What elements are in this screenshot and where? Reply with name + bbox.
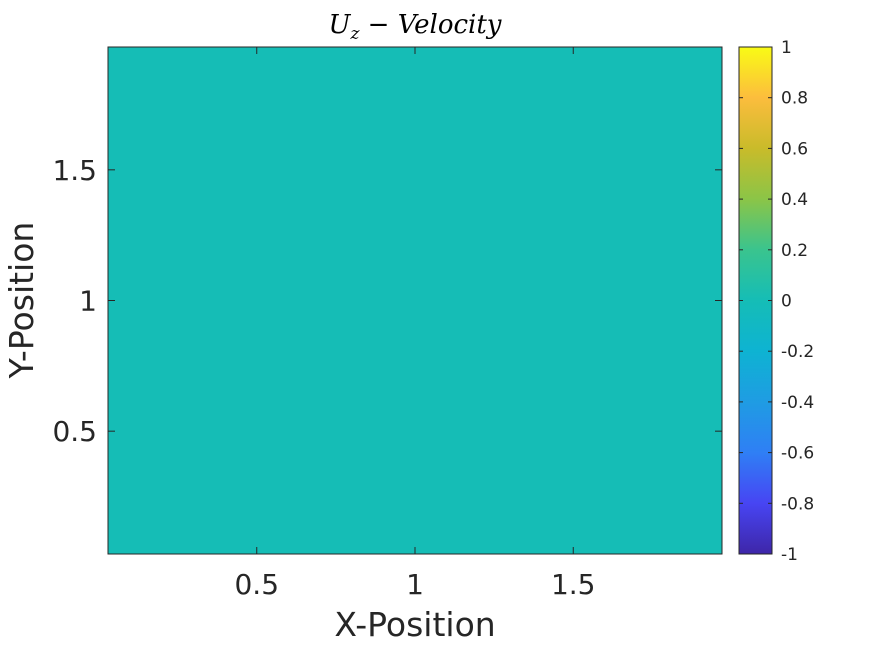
y-tick-label: 0.5 (52, 415, 97, 448)
x-axis-ticks: 0.5 1 1.5 (234, 47, 596, 601)
colorbar-tick-label: -0.2 (781, 342, 814, 362)
chart-title-rest: − Velocity (359, 10, 501, 40)
heatmap-field (108, 47, 722, 554)
colorbar-tick-label: -0.8 (781, 494, 814, 514)
colorbar-ticks: -1 -0.8 -0.6 -0.4 -0.2 0 0.2 0.4 0.6 0.8 1 (739, 38, 814, 565)
colorbar-tick-label: 0.6 (781, 139, 808, 159)
colorbar-tick-label: 0.8 (781, 89, 808, 109)
colorbar-tick-label: -0.4 (781, 393, 814, 413)
colorbar-tick-label: -0.6 (781, 444, 814, 464)
y-tick-label: 1.5 (52, 154, 97, 187)
colorbar-tick-label: 0.2 (781, 241, 808, 261)
y-axis-ticks: 0.5 1 1.5 (52, 154, 722, 448)
colorbar-tick-label: 1 (781, 38, 792, 58)
x-tick-label: 1 (406, 568, 424, 601)
chart-title-subscript: z (349, 24, 360, 44)
chart-title-base: U (329, 10, 352, 40)
colorbar-tick-label: 0 (781, 292, 792, 312)
y-axis-label: Y-Position (2, 222, 41, 380)
colorbar-tick-label: -1 (781, 545, 798, 565)
x-axis-label: X-Position (334, 605, 495, 644)
y-tick-label: 1 (79, 285, 97, 318)
x-tick-label: 1.5 (551, 568, 596, 601)
x-tick-label: 0.5 (234, 568, 279, 601)
colorbar (738, 46, 773, 555)
chart-title: Uz − Velocity (329, 10, 502, 44)
colorbar-tick-label: 0.4 (781, 190, 808, 210)
